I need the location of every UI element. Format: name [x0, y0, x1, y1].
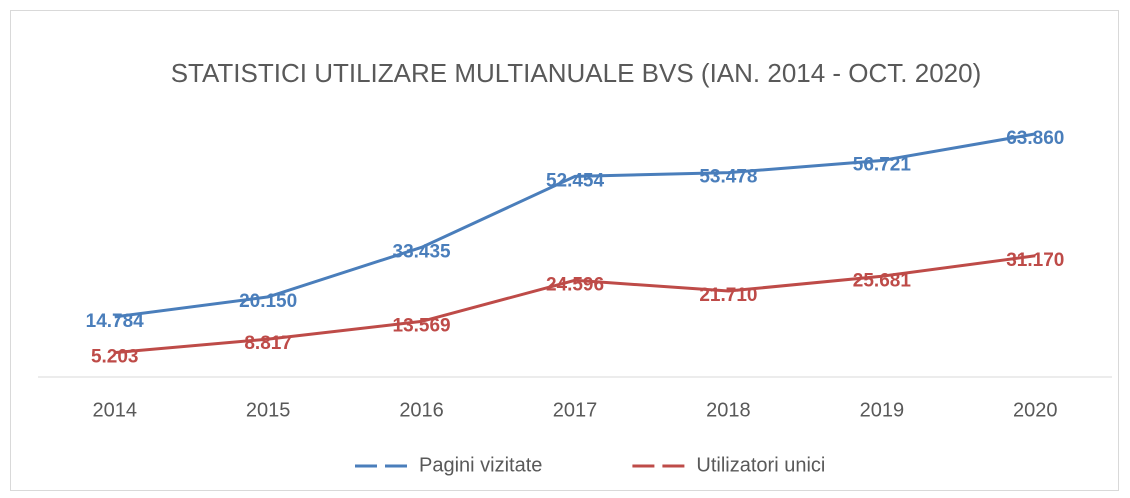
chart-border — [10, 10, 1119, 491]
x-tick-label: 2014 — [92, 399, 137, 421]
data-label: 56.721 — [853, 155, 912, 176]
data-label: 5.203 — [91, 347, 139, 368]
x-tick-label: 2017 — [553, 399, 598, 421]
x-tick-label: 2016 — [399, 399, 444, 421]
legend-label: Utilizatori unici — [696, 454, 825, 476]
chart-title: STATISTICI UTILIZARE MULTIANUALE BVS (IA… — [171, 58, 982, 88]
data-label: 14.784 — [86, 311, 145, 332]
data-label: 31.170 — [1006, 250, 1064, 271]
data-label: 21.710 — [699, 285, 757, 306]
x-tick-label: 2020 — [1013, 399, 1058, 421]
data-label: 13.569 — [393, 315, 451, 336]
data-label: 8.817 — [244, 333, 292, 354]
x-tick-label: 2015 — [246, 399, 291, 421]
data-label: 52.454 — [546, 170, 605, 191]
x-tick-label: 2018 — [706, 399, 751, 421]
series-line — [114, 132, 1036, 319]
data-label: 63.860 — [1006, 128, 1064, 149]
data-label: 53.478 — [699, 167, 757, 188]
data-label: 33.435 — [393, 241, 452, 262]
x-tick-label: 2019 — [860, 399, 905, 421]
data-label: 25.681 — [853, 270, 912, 291]
legend-label: Pagini vizitate — [419, 454, 542, 476]
data-label: 24.596 — [546, 274, 604, 295]
data-label: 20.150 — [239, 291, 297, 312]
series-line — [114, 254, 1036, 355]
